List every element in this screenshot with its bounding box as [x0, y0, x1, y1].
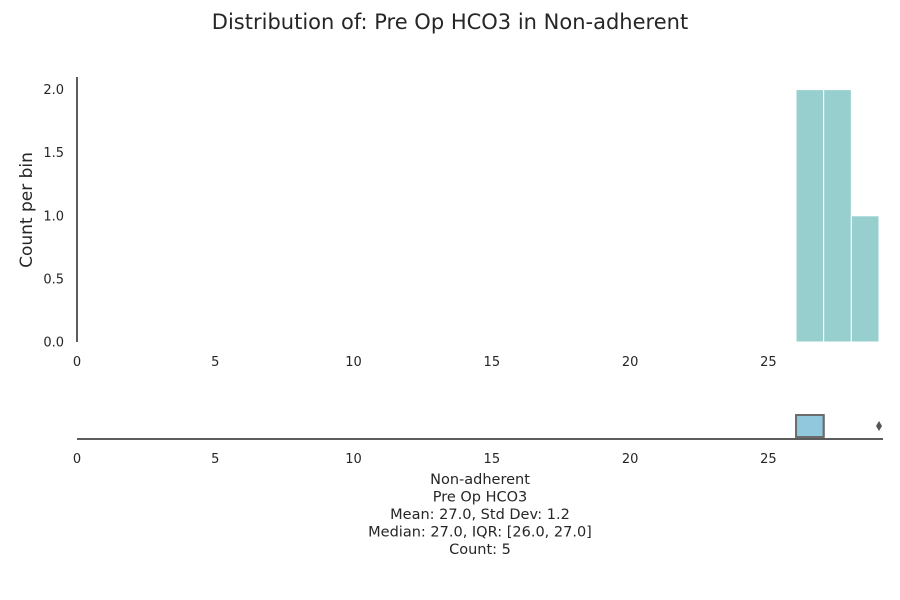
hist-x-tick-label: 15 — [484, 355, 501, 370]
stats-line: Count: 5 — [449, 542, 511, 558]
hist-x-tick-label: 25 — [760, 355, 777, 370]
stats-line: Non-adherent — [430, 472, 530, 488]
hist-y-tick-label: 0.5 — [43, 272, 64, 287]
hist-y-tick-label: 1.0 — [43, 209, 64, 224]
stats-line: Mean: 27.0, Std Dev: 1.2 — [390, 507, 570, 523]
hist-bar-1 — [823, 89, 852, 343]
box-outlier — [876, 421, 882, 431]
hist-x-tick-label: 10 — [345, 355, 362, 370]
box-x-tick-label: 20 — [622, 452, 639, 467]
box-x-tick-label: 0 — [73, 452, 81, 467]
hist-y-tick-label: 1.5 — [43, 146, 64, 161]
hist-bar-0 — [795, 89, 825, 343]
box-x-tick-label: 10 — [345, 452, 362, 467]
hist-y-tick-label: 0.0 — [43, 336, 64, 351]
stats-line: Median: 27.0, IQR: [26.0, 27.0] — [368, 525, 592, 541]
stats-line: Pre Op HCO3 — [433, 490, 528, 506]
box-x-tick-label: 25 — [760, 452, 777, 467]
hist-y-tick-label: 2.0 — [43, 83, 64, 98]
histogram: 0.0 0.5 1.0 1.5 2.0 0 5 10 15 20 25 — [43, 77, 880, 370]
box-x-tick-label: 5 — [211, 452, 219, 467]
chart-title: Distribution of: Pre Op HCO3 in Non-adhe… — [212, 10, 688, 34]
y-axis-label: Count per bin — [17, 152, 37, 268]
box-x-tick-label: 15 — [484, 452, 501, 467]
box-iqr — [795, 414, 825, 438]
hist-x-tick-label: 20 — [622, 355, 639, 370]
hist-x-tick-label: 5 — [211, 355, 219, 370]
boxplot: 0 5 10 15 20 25 — [73, 414, 883, 467]
hist-bar-2 — [850, 215, 880, 343]
hist-x-tick-label: 0 — [73, 355, 81, 370]
